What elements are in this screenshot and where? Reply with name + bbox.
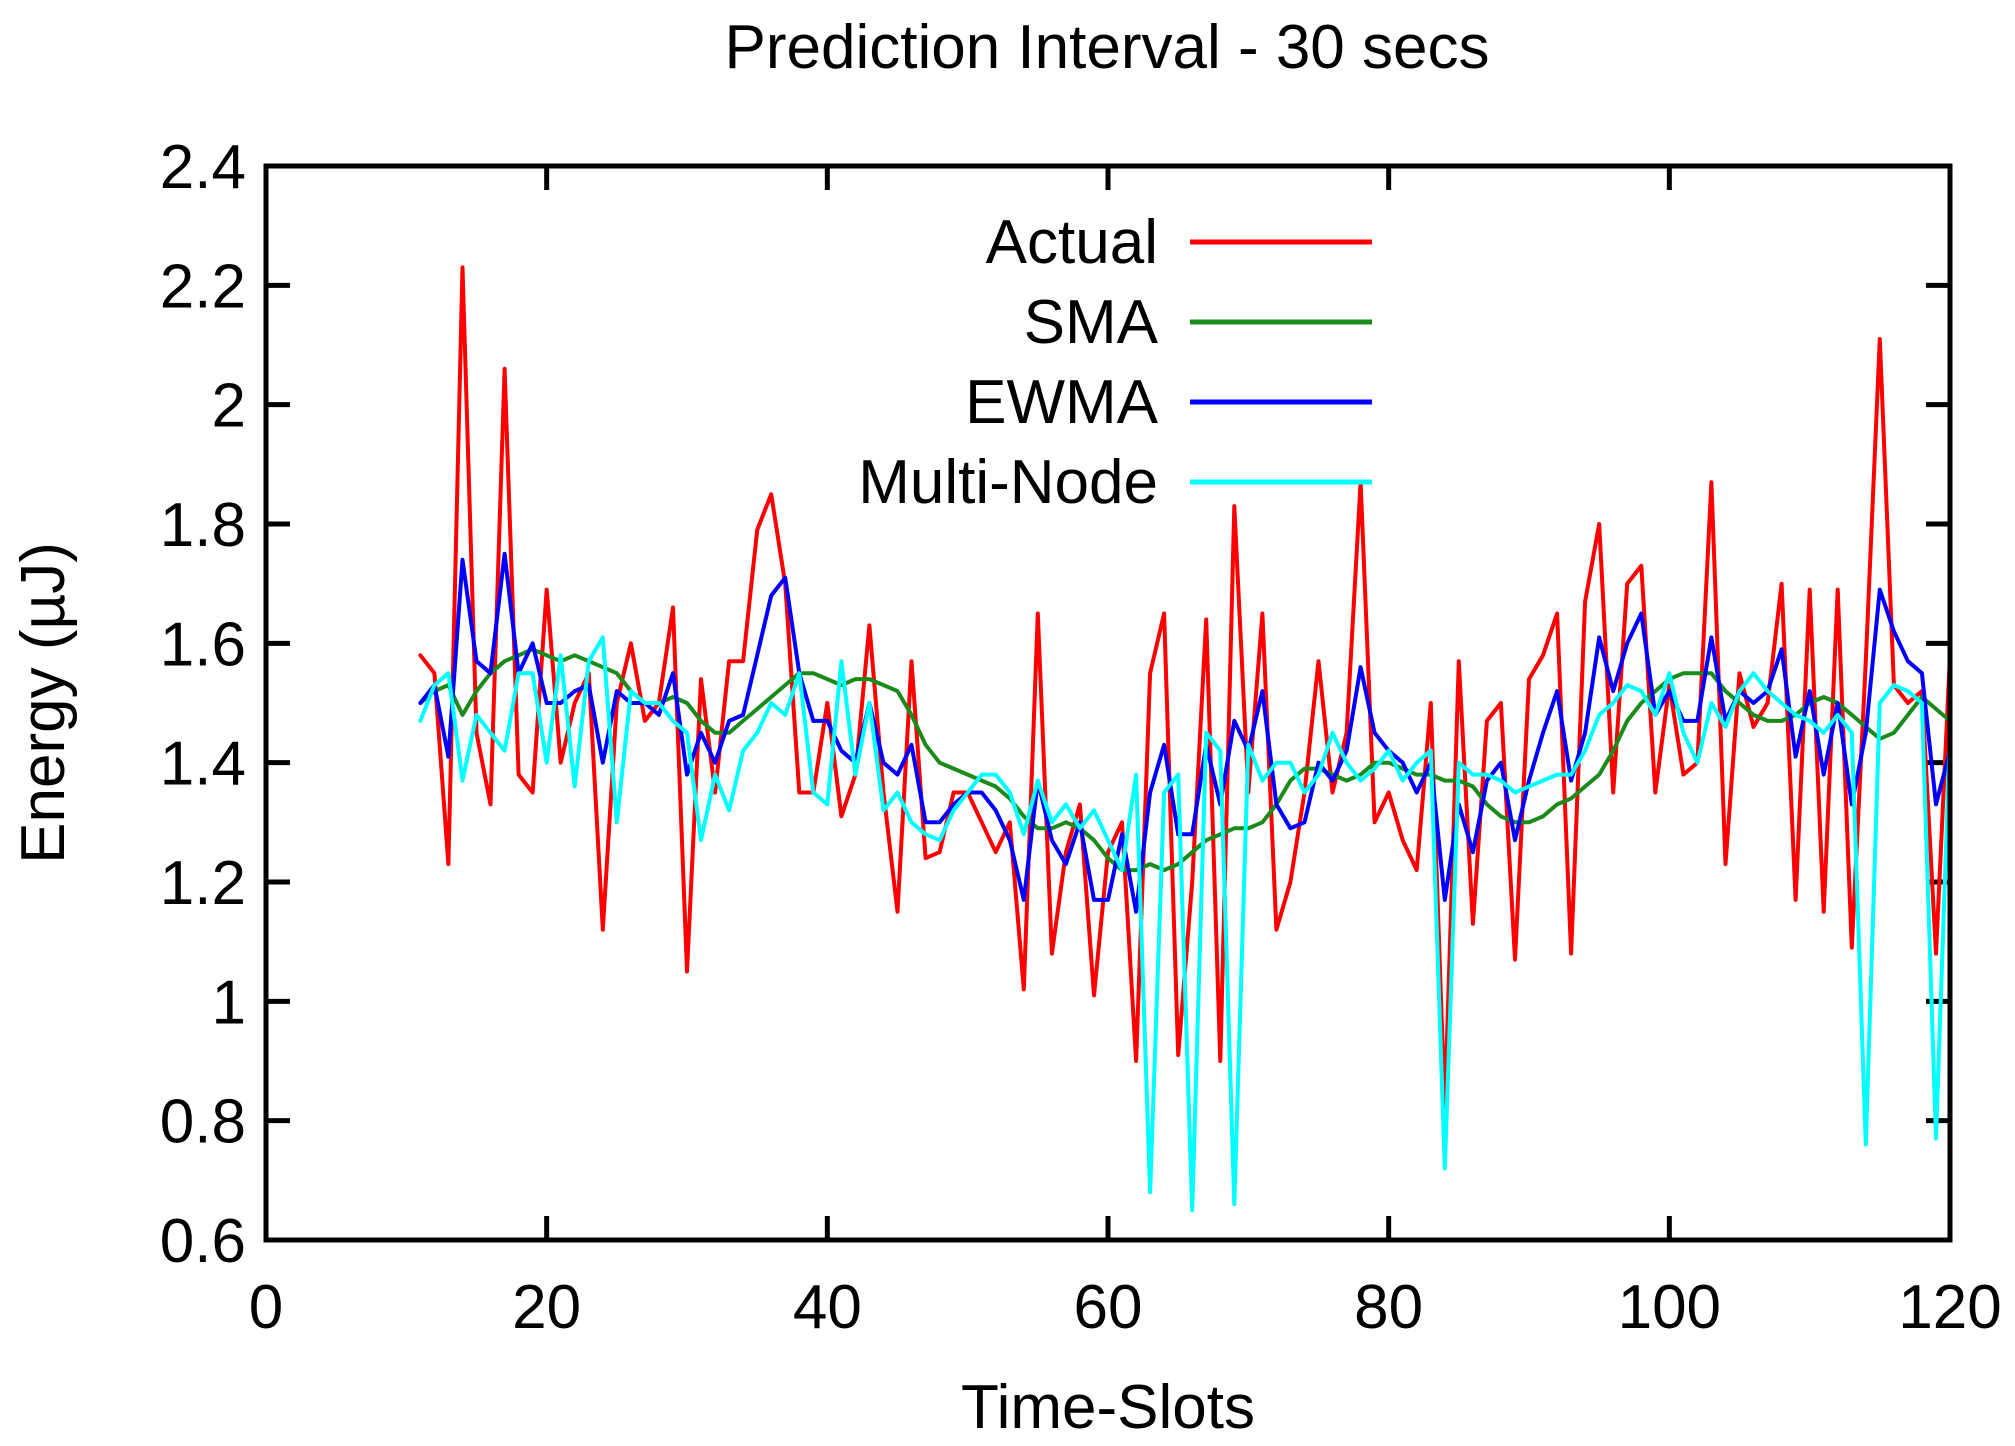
series-line-ewma <box>418 551 1952 914</box>
series-layer <box>418 265 1952 1213</box>
x-tick-label: 80 <box>1354 1273 1423 1342</box>
x-tick-label: 20 <box>512 1273 581 1342</box>
y-tick-label: 1.8 <box>160 491 246 560</box>
y-axis-label: Energy (µJ) <box>9 542 78 864</box>
x-tick-label: 120 <box>1898 1273 2001 1342</box>
legend: Actual SMA EWMA Multi-Node <box>858 208 1372 517</box>
legend-label-actual: Actual <box>986 208 1158 277</box>
y-tick-label: 1 <box>212 968 246 1037</box>
legend-label-sma: SMA <box>1024 288 1159 357</box>
legend-label-ewma: EWMA <box>965 368 1159 437</box>
y-tick-label: 2.4 <box>160 133 246 202</box>
chart-title: Prediction Interval - 30 secs <box>724 13 1489 82</box>
series-line-multi-node <box>418 635 1952 1213</box>
y-tick-label: 0.6 <box>160 1207 246 1276</box>
x-tick-label: 0 <box>249 1273 283 1342</box>
y-tick-label: 1.6 <box>160 610 246 679</box>
tick-labels: 0.6 0.8 1 1.2 1.4 1.6 1.8 2 2.2 2.4 0 20 40 60 80 100 12… <box>160 133 2002 1342</box>
x-axis-label: Time-Slots <box>961 1373 1255 1442</box>
x-tick-label: 100 <box>1618 1273 1721 1342</box>
y-tick-label: 1.2 <box>160 849 246 918</box>
plot-frame <box>263 163 1953 1243</box>
x-tick-label: 60 <box>1074 1273 1143 1342</box>
x-tick-label: 40 <box>793 1273 862 1342</box>
y-tick-label: 0.8 <box>160 1088 246 1157</box>
y-tick-label: 2.2 <box>160 252 246 321</box>
y-tick-label: 1.4 <box>160 730 246 799</box>
y-tick-label: 2 <box>212 372 246 441</box>
legend-label-multi-node: Multi-Node <box>858 448 1158 517</box>
